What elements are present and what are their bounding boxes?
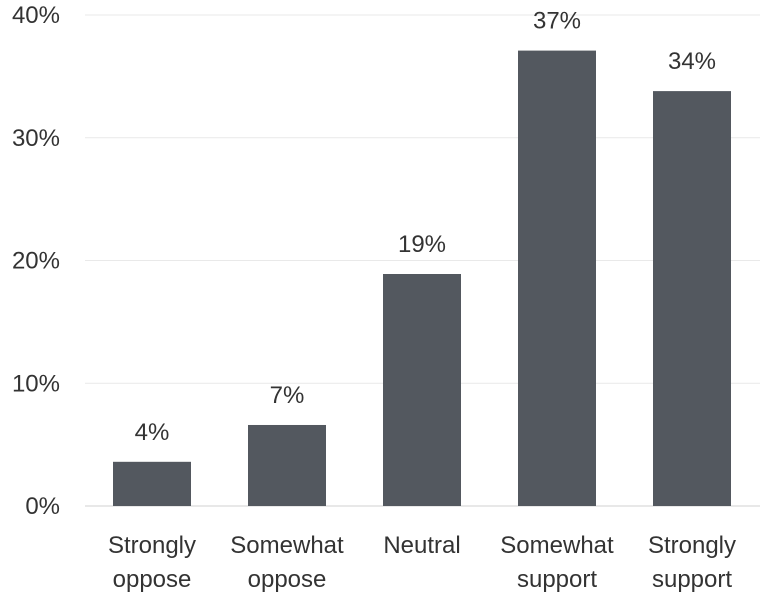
value-label: 37% xyxy=(533,8,581,35)
y-tick-label: 20% xyxy=(12,248,60,275)
category-label-line: Somewhat xyxy=(500,532,614,559)
category-label: Strongly support xyxy=(648,532,736,593)
category-label-line: support xyxy=(652,566,732,593)
category-label: Somewhat support xyxy=(500,532,614,593)
y-axis-ticks: 0% 10% 20% 30% 40% xyxy=(12,2,60,520)
bar xyxy=(113,461,191,506)
y-tick-label: 40% xyxy=(12,2,60,29)
y-tick-label: 30% xyxy=(12,125,60,152)
category-label-line: Neutral xyxy=(383,532,460,559)
value-labels: 4% 7% 19% 37% 34% xyxy=(135,8,716,446)
category-label-line: oppose xyxy=(248,566,327,593)
value-label: 34% xyxy=(668,48,716,75)
bar xyxy=(248,424,326,506)
category-labels: Strongly oppose Somewhat oppose Neutral Somew… xyxy=(108,532,736,593)
y-tick-label: 10% xyxy=(12,370,60,397)
value-label: 19% xyxy=(398,231,446,258)
value-label: 4% xyxy=(135,419,170,446)
bars xyxy=(113,50,731,506)
category-label: Somewhat oppose xyxy=(230,532,344,593)
category-label-line: oppose xyxy=(113,566,192,593)
bar xyxy=(383,274,461,506)
category-label-line: Strongly xyxy=(108,532,196,559)
category-label-line: Strongly xyxy=(648,532,736,559)
category-label: Neutral xyxy=(383,532,460,559)
value-label: 7% xyxy=(270,382,305,409)
category-label-line: support xyxy=(517,566,597,593)
y-tick-label: 0% xyxy=(25,493,60,520)
category-label-line: Somewhat xyxy=(230,532,344,559)
gridlines xyxy=(85,14,760,507)
category-label: Strongly oppose xyxy=(108,532,196,593)
bar xyxy=(653,91,731,506)
bar xyxy=(518,50,596,506)
